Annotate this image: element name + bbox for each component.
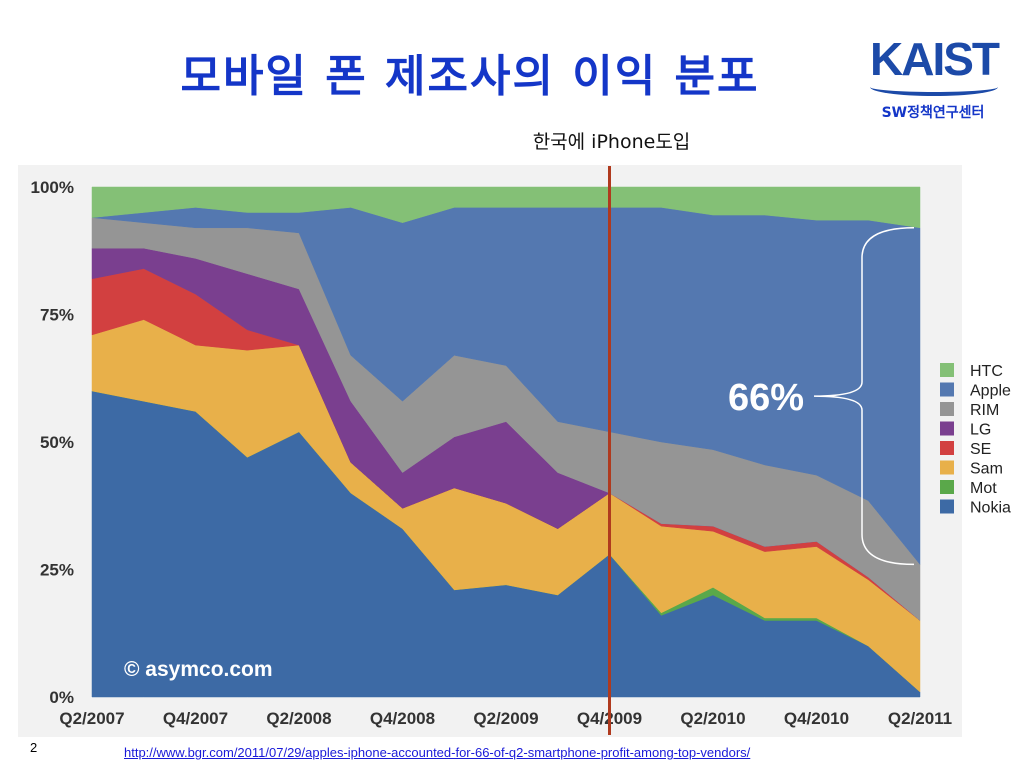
y-tick-label: 50% bbox=[40, 433, 74, 452]
legend-swatch-htc bbox=[940, 363, 954, 377]
legend-swatch-sam bbox=[940, 460, 954, 475]
watermark-text: © asymco.com bbox=[124, 658, 273, 681]
x-tick-label: Q2/2010 bbox=[680, 709, 745, 728]
logo-subtitle: SW정책연구센터 bbox=[881, 105, 985, 121]
legend-swatch-lg bbox=[940, 421, 954, 436]
legend-swatch-nokia bbox=[940, 499, 954, 514]
x-tick-label: Q4/2010 bbox=[784, 709, 849, 728]
legend-swatch-rim bbox=[940, 402, 954, 416]
y-tick-label: 75% bbox=[40, 306, 74, 325]
legend-label-htc: HTC bbox=[970, 363, 1003, 380]
x-tick-label: Q2/2007 bbox=[59, 709, 124, 728]
kaist-logo: KAIST SW정책연구센터 bbox=[858, 36, 1008, 126]
legend-label-lg: LG bbox=[970, 422, 991, 439]
x-tick-label: Q4/2007 bbox=[163, 709, 228, 728]
logo-swoosh bbox=[870, 78, 998, 96]
y-tick-label: 25% bbox=[40, 561, 74, 580]
legend-label-apple: Apple bbox=[970, 383, 1011, 400]
legend-label-mot: Mot bbox=[970, 480, 997, 497]
apple-share-brace bbox=[813, 227, 915, 566]
x-tick-label: Q2/2011 bbox=[888, 709, 952, 728]
legend-swatch-mot bbox=[940, 480, 954, 494]
legend-swatch-se bbox=[940, 441, 954, 455]
legend-swatch-apple bbox=[940, 382, 954, 397]
x-tick-label: Q4/2008 bbox=[370, 709, 435, 728]
y-tick-label: 100% bbox=[31, 178, 74, 197]
slide-title: 모바일 폰 제조사의 이익 분포 bbox=[180, 51, 760, 102]
legend-label-nokia: Nokia bbox=[970, 500, 1011, 517]
apple-share-label: 66% bbox=[728, 377, 804, 419]
x-tick-label: Q2/2009 bbox=[473, 709, 538, 728]
y-tick-label: 0% bbox=[49, 688, 74, 707]
area-htc bbox=[91, 186, 921, 229]
legend-label-se: SE bbox=[970, 441, 991, 458]
legend-label-rim: RIM bbox=[970, 402, 999, 419]
x-tick-label: Q2/2008 bbox=[266, 709, 331, 728]
legend-label-sam: Sam bbox=[970, 461, 1003, 478]
source-link[interactable]: http://www.bgr.com/2011/07/29/apples-iph… bbox=[124, 745, 751, 760]
iphone-intro-label: 한국에 iPhone도입 bbox=[533, 131, 691, 153]
page-number: 2 bbox=[30, 740, 38, 755]
logo-mark: KAIST bbox=[870, 33, 1000, 85]
